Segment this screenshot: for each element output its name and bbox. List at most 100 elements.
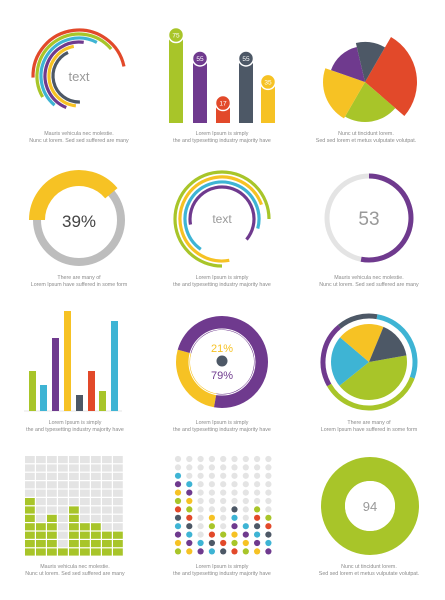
heatmap-cell: [47, 481, 57, 489]
matrix-dot: [242, 481, 249, 488]
matrix-dot: [265, 514, 272, 521]
matrix-dot: [231, 531, 238, 538]
heatmap-cell: [36, 472, 46, 480]
matrix-dot: [197, 539, 204, 547]
heatmap-cell: [102, 498, 112, 506]
heatmap-cell: [58, 498, 68, 506]
bar: [29, 371, 36, 411]
matrix-dot: [197, 481, 204, 488]
matrix-dot: [242, 472, 249, 479]
matrix-dot: [197, 455, 204, 463]
caption-line: the and typesetting industry majority ha…: [26, 427, 124, 433]
heatmap-cell: [58, 472, 68, 480]
heatmap-cell: [80, 514, 90, 522]
matrix-dot: [231, 455, 238, 463]
matrix-dot: [231, 548, 238, 555]
heatmap-cell: [91, 489, 101, 497]
caption-line: the and typesetting industry majority ha…: [173, 427, 271, 433]
heatmap-cell: [25, 548, 35, 556]
matrix-dot: [186, 539, 193, 547]
bar: [239, 58, 253, 123]
heatmap-cell: [36, 506, 46, 514]
pie-slice: [345, 82, 396, 123]
matrix-dot: [174, 548, 182, 555]
matrix-dot: [220, 506, 227, 513]
caption-line: Nunc ut tincidunt lorem.: [341, 564, 397, 570]
donut-segment-79: [177, 316, 268, 408]
matrix-dot: [254, 539, 261, 547]
center-label: text: [69, 69, 90, 84]
matrix-dot: [197, 472, 204, 479]
caption-line: Lorem Ipsum have suffered in some form: [321, 427, 418, 433]
heatmap-cell: [102, 531, 112, 539]
matrix-dot: [242, 548, 249, 555]
matrix-dot: [231, 506, 238, 513]
heatmap-cell: [102, 464, 112, 472]
heatmap-cell: [69, 481, 79, 489]
heatmap-cell: [91, 514, 101, 522]
caption-line: There are many of: [57, 275, 101, 281]
matrix-dot: [220, 481, 227, 488]
heatmap-cell: [25, 531, 35, 539]
heatmap-cell: [25, 506, 35, 514]
matrix-dot: [186, 514, 193, 521]
pie-slice: [369, 326, 407, 362]
donut-chart-6: 53 Mauris vehicula nec molestie.Nunc ut l…: [319, 173, 419, 288]
radial-arcs-chart-1: text Mauris vehicula nec molestie.Nunc ut…: [29, 28, 129, 144]
heatmap-cell: [36, 514, 46, 522]
heatmap-cell: [91, 481, 101, 489]
heatmap-cell: [113, 540, 123, 548]
matrix-dot: [254, 506, 261, 513]
matrix-dot: [231, 514, 238, 521]
heatmap-cell: [80, 523, 90, 531]
matrix-dot: [186, 481, 193, 488]
matrix-dot: [242, 514, 249, 521]
heatmap-cell: [58, 531, 68, 539]
heatmap-cell: [80, 531, 90, 539]
heatmap-cell: [113, 489, 123, 497]
heatmap-cell: [80, 472, 90, 480]
heatmap-cell: [25, 540, 35, 548]
pie-slice: [331, 46, 365, 82]
caption-line: Nunc ut lorem. Sed sed suffered are many: [319, 282, 419, 288]
bar: [261, 81, 275, 123]
heatmap-cell: [102, 481, 112, 489]
arc-series: [188, 185, 256, 241]
caption-line: Mauris vehicula nec molestie.: [40, 564, 109, 570]
caption-line: There are many of: [347, 420, 391, 426]
heatmap-cell: [113, 481, 123, 489]
heatmap-cell: [113, 456, 123, 464]
matrix-dot: [220, 523, 227, 530]
matrix-dot: [254, 472, 261, 479]
matrix-dot: [208, 489, 215, 496]
heatmap-cell: [25, 472, 35, 480]
matrix-dot: [254, 489, 261, 496]
matrix-dot: [220, 489, 227, 496]
matrix-dot: [265, 481, 272, 488]
arc-series: [183, 180, 261, 251]
heatmap-cell: [58, 481, 68, 489]
heatmap-cell: [113, 523, 123, 531]
arc-series: [47, 44, 77, 108]
matrix-dot: [242, 464, 249, 471]
arc-series: [35, 32, 113, 98]
matrix-dot: [254, 531, 261, 538]
heatmap-cell: [25, 456, 35, 464]
heatmap-cell: [113, 472, 123, 480]
heatmap-cell: [47, 472, 57, 480]
donut-chart-12: 94 Nunc ut tincidunt lorem.Sed sed lorem …: [319, 457, 419, 577]
donut-value-arc: [360, 173, 414, 263]
heatmap-cell: [80, 506, 90, 514]
arc-series: [31, 28, 126, 78]
matrix-dot: [197, 548, 204, 555]
matrix-dot: [254, 455, 261, 463]
heatmap-cell: [58, 464, 68, 472]
bar: [64, 311, 71, 411]
matrix-dot: [254, 548, 261, 555]
matrix-dot: [242, 531, 249, 538]
heatmap-cell: [91, 506, 101, 514]
matrix-dot: [186, 548, 193, 555]
data-label-badge: [214, 94, 232, 112]
